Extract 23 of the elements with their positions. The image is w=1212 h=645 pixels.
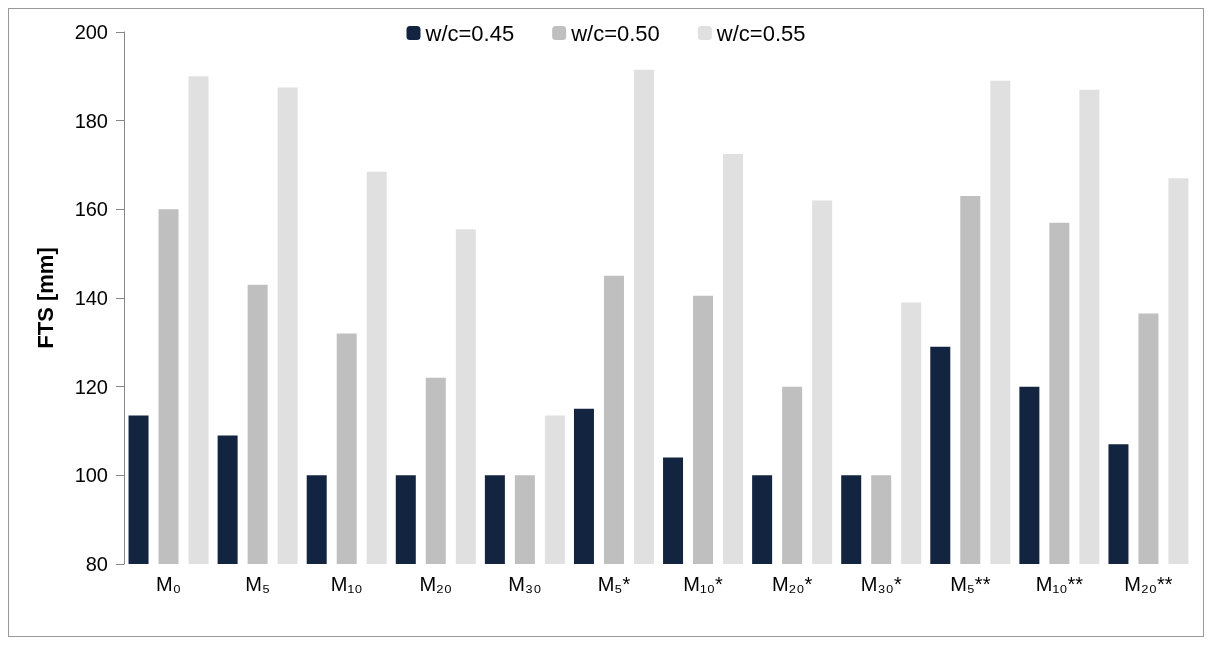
x-tick-label: M₃₀ bbox=[508, 573, 542, 595]
x-tick-label: M₂₀ bbox=[419, 573, 453, 595]
y-tick-label: 80 bbox=[85, 553, 108, 575]
x-tick-label: M₁₀ bbox=[330, 573, 363, 595]
x-tick-label: M₂₀** bbox=[1124, 573, 1173, 595]
x-tick-label: M₀ bbox=[156, 573, 182, 595]
legend-label: w/c=0.45 bbox=[424, 20, 515, 46]
x-tick-label: M₅** bbox=[950, 573, 991, 595]
y-tick-label: 120 bbox=[74, 375, 108, 398]
x-tick-label: M₅* bbox=[597, 573, 631, 595]
x-tick-label: M₂₀* bbox=[771, 573, 813, 595]
y-axis-title: FTS [mm] bbox=[32, 247, 58, 349]
x-tick-label: M₁₀** bbox=[1035, 573, 1084, 595]
y-tick-label: 180 bbox=[74, 109, 108, 132]
y-tick-label: 200 bbox=[74, 21, 108, 43]
x-tick-label: M₃₀* bbox=[860, 573, 902, 595]
y-tick-label: 140 bbox=[74, 287, 108, 309]
y-tick-label: 160 bbox=[74, 198, 108, 221]
y-tick-label: 100 bbox=[74, 464, 108, 487]
x-tick-label: M₅ bbox=[245, 573, 270, 595]
x-tick-label: M₁₀* bbox=[683, 573, 723, 595]
legend-label: w/c=0.50 bbox=[570, 20, 660, 46]
legend-label: w/c=0.55 bbox=[715, 20, 806, 46]
